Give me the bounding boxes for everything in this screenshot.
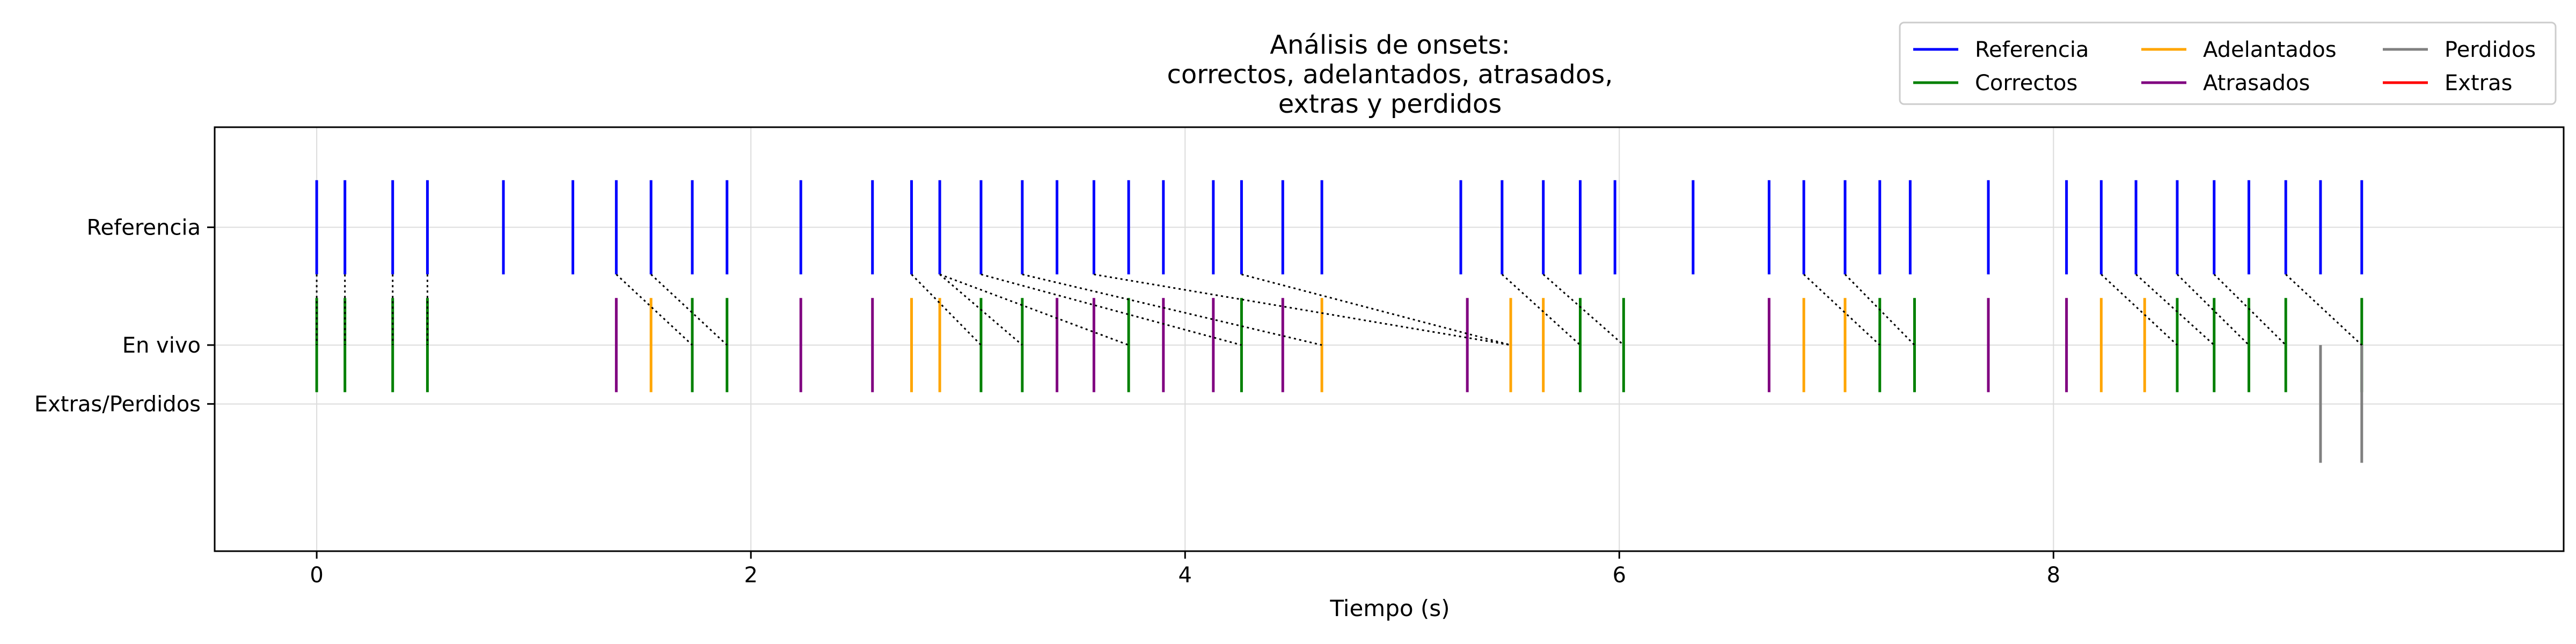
legend-label: Extras [2445, 71, 2512, 96]
chart-title-line-3: extras y perdidos [1278, 89, 1502, 119]
legend-label: Atrasados [2203, 71, 2310, 96]
y-tick-label: En vivo [122, 333, 201, 358]
x-tick-label: 2 [744, 563, 757, 588]
connection-line [939, 274, 1023, 346]
x-tick-label: 0 [310, 563, 323, 588]
legend: Referencia Correctos Adelantados Atrasados P… [1899, 21, 2557, 105]
connection-line [1542, 274, 1624, 346]
legend-label: Perdidos [2445, 38, 2536, 62]
connection-line [650, 274, 728, 346]
connection-line [1501, 274, 1581, 346]
connection-line [1844, 274, 1915, 346]
connection-line [911, 274, 982, 346]
y-tick-label: Referencia [87, 216, 201, 240]
connection-lines [316, 273, 2362, 346]
x-tick-label: 4 [1179, 563, 1192, 588]
legend-label: Correctos [1975, 71, 2077, 96]
connection-line [1241, 273, 1511, 346]
connection-line [2176, 274, 2250, 346]
grid-lines [215, 127, 2564, 551]
chart-title-line-2: correctos, adelantados, atrasados, [1167, 60, 1613, 90]
x-tick-label: 8 [2047, 563, 2060, 588]
plot-area-frame [214, 126, 2565, 552]
connection-line [939, 273, 1129, 346]
x-tick-label: 6 [1613, 563, 1626, 588]
x-axis-label: Tiempo (s) [1329, 595, 1450, 621]
x-axis-ticks: 0 2 4 6 8 [310, 551, 2060, 588]
connection-line [2213, 274, 2287, 346]
y-axis-ticks: Referencia En vivo Extras/Perdidos [34, 216, 215, 417]
connection-line [616, 274, 693, 346]
connection-line [2135, 274, 2215, 346]
connection-line [2101, 274, 2178, 346]
connection-line [2285, 274, 2362, 346]
legend-label: Referencia [1975, 38, 2089, 62]
chart-title-line-1: Análisis de onsets: [1270, 30, 1510, 60]
legend-label: Adelantados [2203, 38, 2337, 62]
connection-line [1803, 274, 1880, 346]
connection-line [1094, 273, 1511, 346]
y-tick-label: Extras/Perdidos [34, 392, 201, 417]
connection-line [980, 273, 1242, 346]
